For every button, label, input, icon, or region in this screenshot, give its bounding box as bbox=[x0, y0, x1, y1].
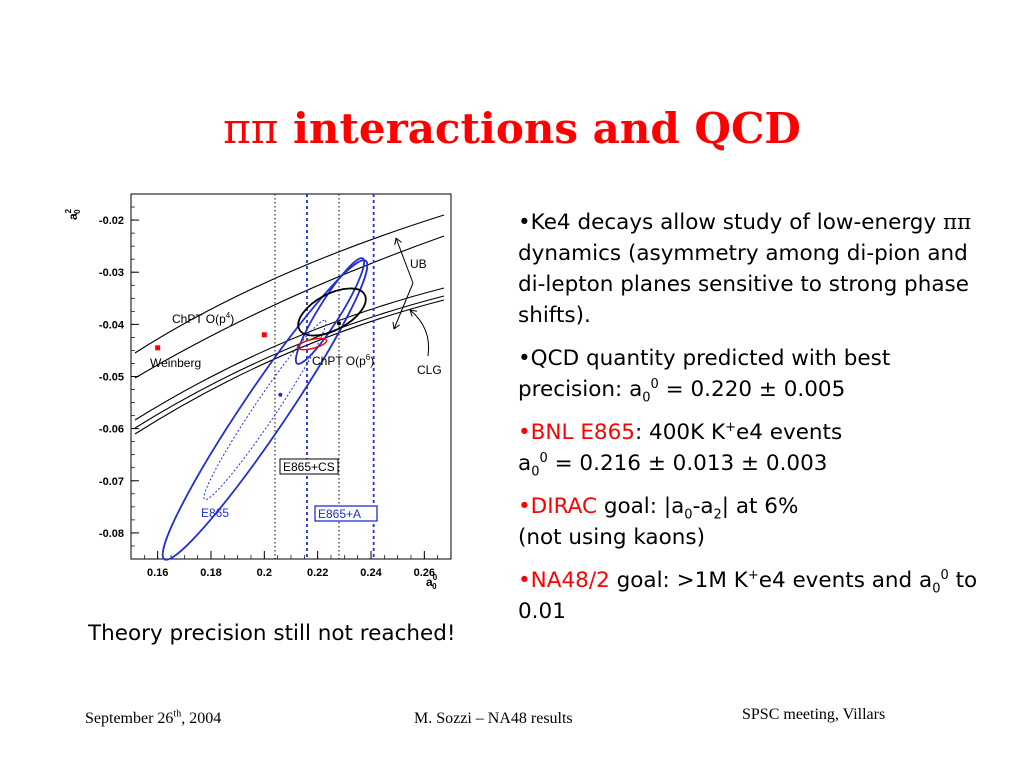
label-e865-cs-box bbox=[279, 458, 339, 475]
y-tick-label: -0.07 bbox=[99, 476, 124, 488]
title-text: interactions and QCD bbox=[278, 104, 801, 153]
chart-ellipses bbox=[161, 257, 369, 561]
title-greek: ππ bbox=[223, 104, 279, 153]
footer-date: September 26th, 2004 bbox=[85, 708, 222, 728]
footer-date-text: September 26 bbox=[85, 710, 174, 727]
footer-meeting: SPSC meeting, Villars bbox=[742, 706, 886, 723]
x-tick-label: 0.26 bbox=[414, 567, 435, 579]
theory-band-curve bbox=[134, 235, 445, 379]
clg-arrow bbox=[409, 309, 430, 357]
bullet-3: •BNL E865: 400K K+e4 events a00 = 0.216 ±… bbox=[518, 419, 843, 480]
theory-band-curve bbox=[134, 214, 445, 354]
bullet-1: •Ke4 decays allow study of low-energy ππ… bbox=[518, 210, 972, 328]
label-ub: UB bbox=[410, 257, 427, 271]
y-tick-label: -0.06 bbox=[99, 424, 124, 436]
ub-arrow bbox=[395, 237, 414, 284]
x-tick-label: 0.2 bbox=[257, 567, 272, 579]
chpt-p6-ellipse bbox=[296, 337, 328, 351]
footer-date-year: , 2004 bbox=[181, 710, 222, 727]
theory-point bbox=[155, 345, 161, 351]
y-tick-label: -0.02 bbox=[99, 215, 124, 227]
chart-bands bbox=[134, 194, 445, 559]
x-tick-label: 0.22 bbox=[307, 567, 328, 579]
arrow-head bbox=[394, 237, 402, 245]
caption: Theory precision still not reached! bbox=[88, 621, 456, 646]
bullet-4: •DIRAC goal: |a0-a2| at 6% (not using kao… bbox=[518, 494, 799, 550]
chart-marks bbox=[155, 321, 341, 397]
theory-band-curve bbox=[134, 295, 445, 429]
theory-point bbox=[261, 332, 267, 338]
y-tick-label: -0.05 bbox=[99, 372, 124, 384]
label-e865-a-box bbox=[314, 505, 378, 522]
fit-point bbox=[278, 392, 283, 397]
arrow-head bbox=[392, 322, 400, 330]
x-tick-label: 0.18 bbox=[200, 567, 221, 579]
label-clg: CLG bbox=[417, 363, 442, 377]
x-tick-label: 0.16 bbox=[147, 567, 168, 579]
footer-author: M. Sozzi – NA48 results bbox=[414, 710, 573, 727]
footer-date-sup: th bbox=[173, 708, 182, 720]
bullet-list: •Ke4 decays allow study of low-energy ππ… bbox=[518, 207, 988, 639]
fit-point bbox=[337, 321, 341, 326]
e865-cs-ellipse bbox=[297, 287, 367, 337]
label-weinberg: Weinberg bbox=[150, 356, 201, 370]
arrow-head bbox=[409, 309, 417, 317]
y-tick-label: -0.08 bbox=[99, 528, 124, 540]
label-e865-a: E865+A bbox=[318, 507, 361, 521]
y-tick-label: -0.04 bbox=[99, 319, 125, 331]
theory-band-curve bbox=[134, 287, 445, 421]
chart-ticks: 0.16 0.18 0.2 0.22 0.24 0.26 -0.02 -0.03 -0.04 -0… bbox=[64, 193, 452, 591]
plot-frame bbox=[130, 193, 452, 560]
e865-ellipse-outer bbox=[161, 259, 369, 561]
y-tick-label: -0.03 bbox=[99, 267, 124, 279]
slide-title: ππ interactions and QCD bbox=[0, 104, 1024, 153]
x-axis-title: a0 0 bbox=[426, 573, 438, 591]
ub-arrow bbox=[393, 282, 414, 330]
label-chpt-p4: ChPT O(p4) bbox=[172, 311, 234, 326]
chart-labels: UB CLG ChPT O(p4) Weinberg ChPT O(p6) E865+CS… bbox=[150, 237, 442, 522]
y-axis-title: a20 bbox=[64, 208, 82, 220]
scattering-lengths-chart: 0.16 0.18 0.2 0.22 0.24 0.26 -0.02 -0.03 -0.04 -0… bbox=[64, 193, 452, 591]
label-e865-cs: E865+CS bbox=[283, 460, 335, 474]
label-e865: E865 bbox=[201, 506, 229, 520]
x-tick-label: 0.24 bbox=[360, 567, 382, 579]
bullet-5: •NA48/2 goal: >1M K+e4 events and a00 to… bbox=[518, 567, 978, 624]
bullet-2: •QCD quantity predicted with best precis… bbox=[518, 346, 891, 406]
e865-a-ellipse bbox=[294, 257, 366, 365]
label-chpt-p6: ChPT O(p6) bbox=[312, 353, 374, 368]
